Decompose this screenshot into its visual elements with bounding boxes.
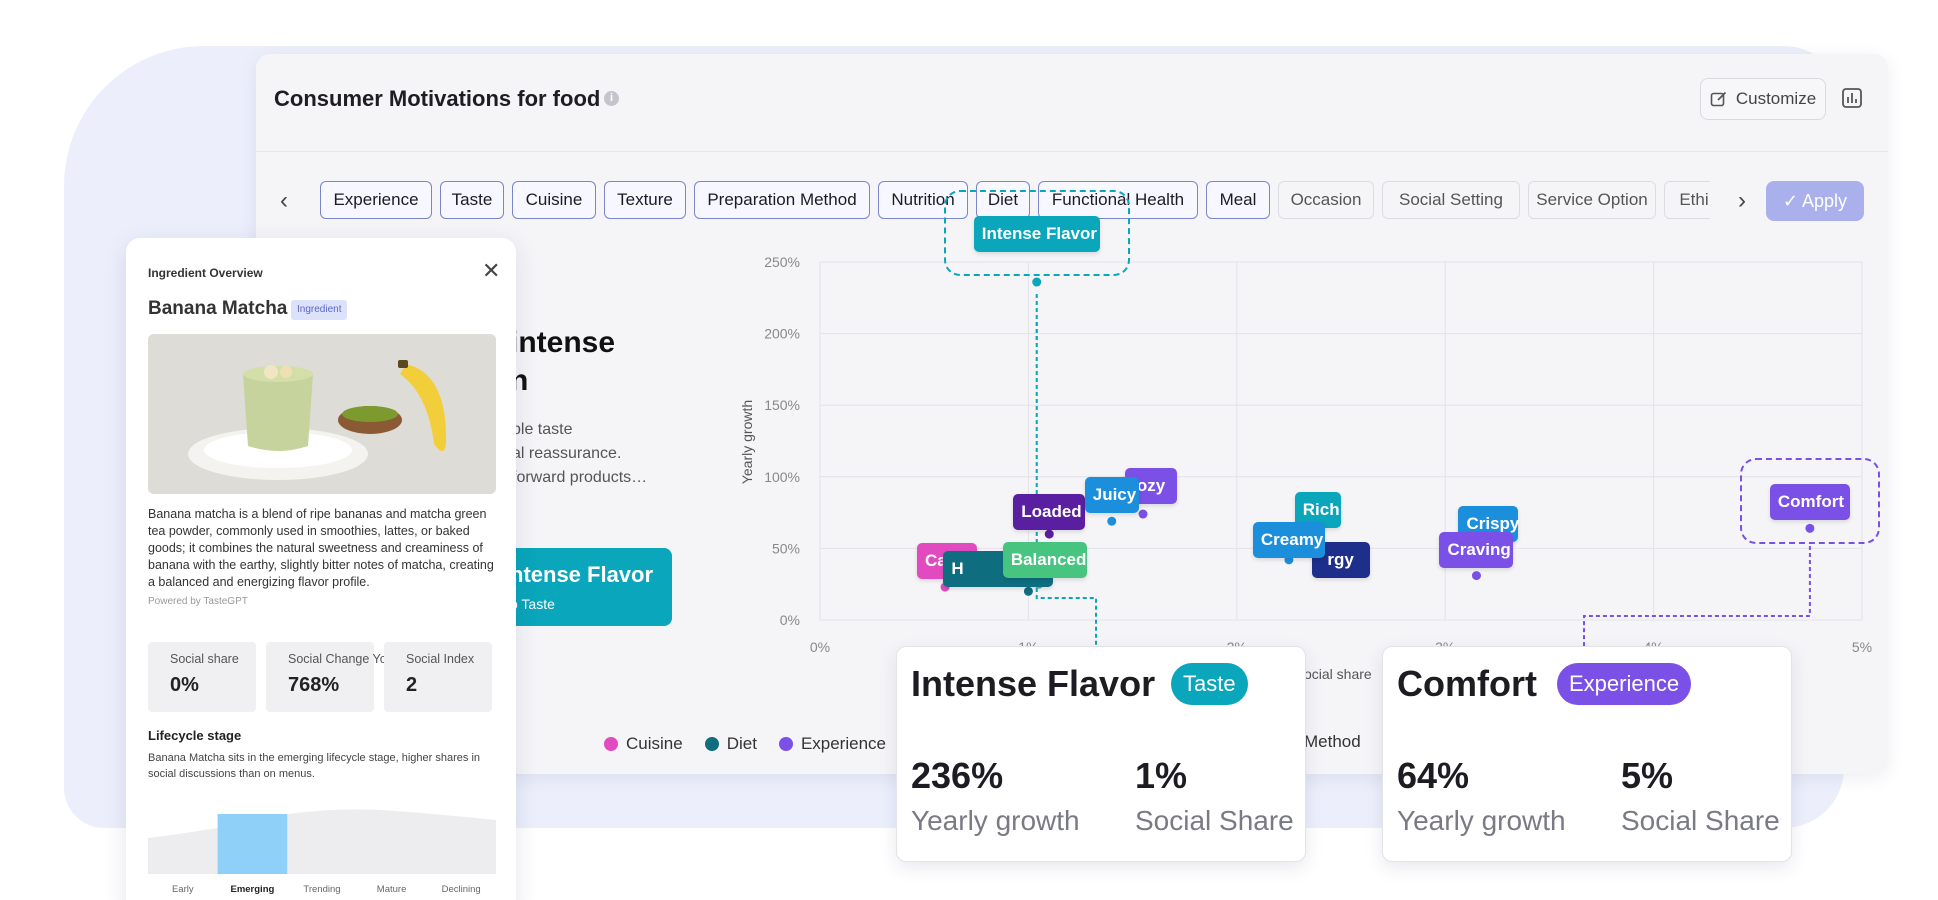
scroll-left-icon[interactable]: ‹	[280, 187, 288, 214]
card-growth-label: Yearly growth	[911, 805, 1080, 836]
highlight-box	[943, 190, 1130, 277]
filter-chip[interactable]: Texture	[604, 181, 686, 219]
filter-chip[interactable]: Meal	[1206, 181, 1270, 219]
hero-description: ble taste al reassurance. forward products…	[512, 418, 672, 490]
customize-button[interactable]: Customize	[1700, 78, 1826, 120]
card-title: Intense Flavor	[911, 663, 1156, 704]
lifecycle-chart	[148, 809, 496, 874]
ingredient-badge: Ingredient	[291, 300, 348, 320]
metric-tile: Social Change YoY 768%	[266, 642, 395, 712]
legend-dot	[604, 737, 618, 751]
apply-button[interactable]: ✓ Apply	[1766, 181, 1864, 221]
ingredient-name: Banana Matcha	[148, 298, 288, 319]
card-growth-label: Yearly growth	[1397, 805, 1566, 836]
lifecycle-description: Banana Matcha sits in the emerging lifec…	[148, 752, 481, 780]
apply-label: Apply	[1802, 191, 1848, 211]
legend-item[interactable]: Experience	[778, 734, 886, 754]
close-icon[interactable]: ✕	[482, 258, 501, 283]
filter-chip[interactable]: Social Setting	[1382, 181, 1520, 219]
hero-desc-line1: ble taste	[512, 421, 573, 438]
check-icon: ✓	[1782, 191, 1799, 211]
filter-row: ‹ Experience Taste Cuisine Texture Preparati…	[256, 179, 1888, 221]
metric-label: Social share	[170, 652, 239, 666]
point-label[interactable]: Intense Flavor	[973, 216, 1100, 253]
main-header: Consumer Motivations for food i Customiz…	[256, 54, 1888, 152]
card-share-label: Social Share	[1621, 805, 1780, 836]
lifecycle-stage-label: Emerging	[230, 884, 275, 895]
point-label[interactable]: ozy	[1125, 468, 1178, 505]
metric-value: 768%	[288, 674, 340, 696]
legend-label: Diet	[726, 734, 757, 753]
legend-dot	[704, 737, 719, 751]
filter-chip[interactable]: Experience	[320, 181, 432, 219]
card-growth-value: 64%	[1397, 755, 1470, 796]
ingredient-header: Ingredient Overview	[148, 266, 263, 280]
lifecycle-stage-label: Declining	[441, 884, 481, 895]
card-badge: Taste	[1171, 663, 1248, 705]
chart-settings-icon[interactable]	[1840, 86, 1864, 110]
lifecycle-title: Lifecycle stage	[148, 728, 242, 743]
lifecycle-stage-label: Trending	[303, 884, 341, 895]
card-growth-value: 236%	[911, 755, 1004, 796]
legend-label: Cuisine	[626, 734, 683, 753]
filter-chip[interactable]: Cuisine	[512, 181, 596, 219]
filter-chips: Experience Taste Cuisine Texture Preparation…	[320, 181, 1710, 221]
legend-label: Experience	[800, 734, 886, 753]
highlight-box	[1739, 458, 1880, 545]
ingredient-panel: Ingredient Overview ✕ Banana Matcha Ingr…	[126, 238, 516, 900]
hero-button-subtitle: p Taste	[510, 596, 555, 612]
card-share-value: 1%	[1135, 755, 1188, 796]
scroll-right-icon[interactable]: ›	[1738, 187, 1746, 214]
hero-button-title: ntense Flavor	[510, 562, 654, 587]
legend-item[interactable]: Diet	[704, 734, 757, 754]
info-icon[interactable]: i	[604, 91, 619, 106]
metric-tile: Social share 0%	[148, 642, 256, 712]
stat-card: Comfort Experience 64% Yearly growth 5% Socia…	[1382, 646, 1792, 862]
stat-card: Intense Flavor Taste 236% Yearly growth 1% So…	[896, 646, 1306, 862]
point-label[interactable]: Craving	[1439, 531, 1514, 568]
customize-label: Customize	[1735, 89, 1817, 108]
filter-chip[interactable]: Occasion	[1278, 181, 1374, 219]
edit-icon	[1710, 91, 1726, 107]
lifecycle-stage-label: Mature	[376, 884, 407, 895]
metric-value: 0%	[170, 674, 199, 696]
card-title: Comfort	[1397, 663, 1537, 704]
hero-title-line1: intense	[510, 326, 616, 359]
metric-value: 2	[406, 674, 418, 696]
metric-tile: Social Index 2	[384, 642, 492, 712]
lifecycle-stages: Early Emerging Trending Mature Declining	[148, 884, 496, 895]
point-label[interactable]: Creamy	[1252, 521, 1325, 558]
ingredient-image	[148, 334, 496, 494]
chart-legend: Cuisine Diet Experience	[604, 732, 908, 756]
card-share-value: 5%	[1621, 755, 1674, 796]
ingredient-description: Banana matcha is a blend of ripe bananas…	[148, 507, 494, 589]
card-badge: Experience	[1557, 663, 1692, 705]
legend-item-method: Method	[1304, 732, 1361, 751]
filter-chip[interactable]: Ethi	[1664, 181, 1710, 219]
legend-item[interactable]: Cuisine	[604, 734, 683, 754]
filter-chip[interactable]: Functional Health	[1038, 181, 1198, 219]
metric-label: Social Index	[406, 652, 475, 666]
card-share-label: Social Share	[1135, 805, 1294, 836]
powered-by: Powered by TasteGPT	[148, 596, 248, 607]
filter-chip[interactable]: Preparation Method	[694, 181, 870, 219]
hero-desc-line3: forward products…	[512, 469, 648, 486]
filter-chip[interactable]: Service Option	[1528, 181, 1656, 219]
point-label[interactable]: Balanced	[1002, 542, 1087, 579]
point-label[interactable]: Loaded	[1013, 494, 1086, 531]
point-label[interactable]: Comfort	[1769, 484, 1850, 521]
hero-title: intense n	[510, 324, 640, 400]
point-label[interactable]: Juicy	[1084, 477, 1139, 514]
metric-label: Social Change YoY	[288, 652, 396, 666]
hero-desc-line2: al reassurance.	[512, 445, 622, 462]
filter-chip[interactable]: Taste	[440, 181, 504, 219]
lifecycle-stage-label: Early	[171, 884, 194, 895]
legend-dot	[778, 737, 793, 751]
page-title: Consumer Motivations for food	[274, 86, 601, 111]
